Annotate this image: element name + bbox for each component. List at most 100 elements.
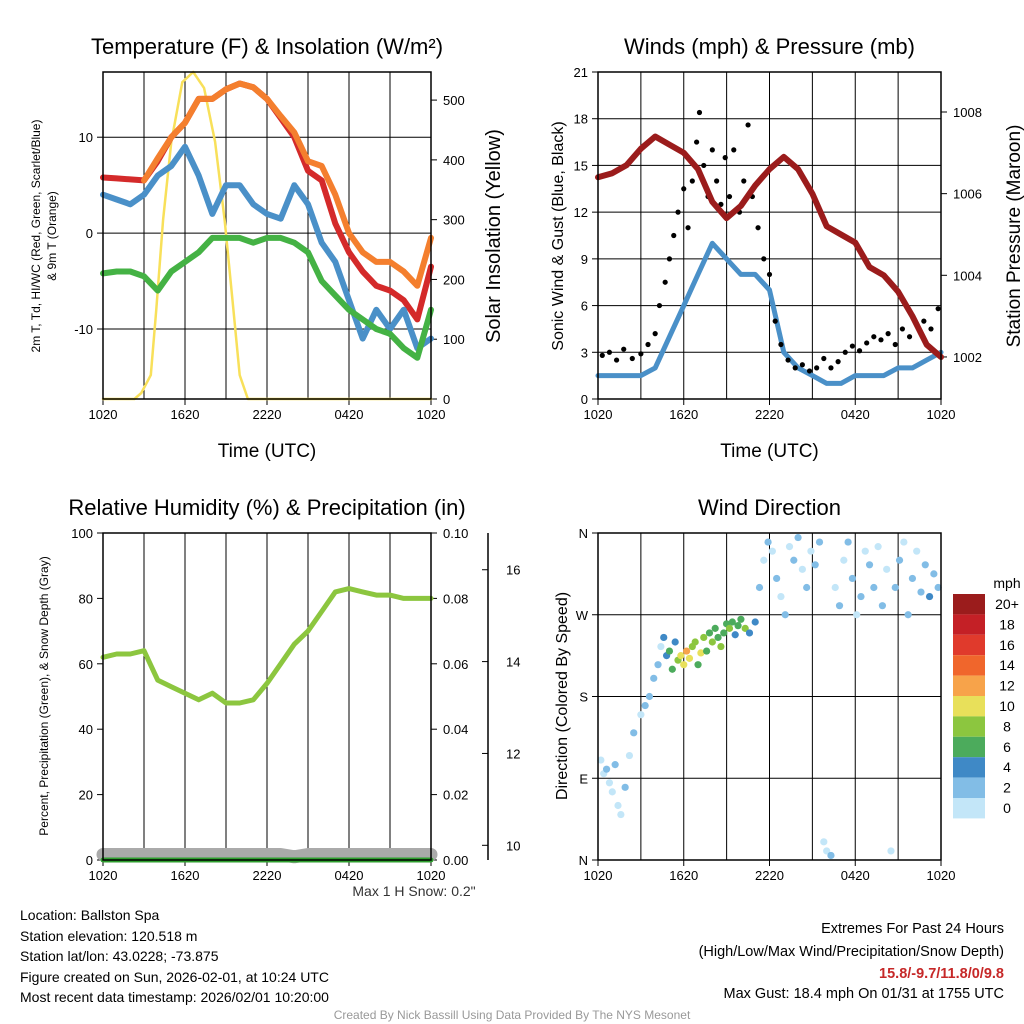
precip-axis-tick-label: 0.00 xyxy=(443,853,468,868)
legend-swatch xyxy=(953,716,985,737)
direction-point xyxy=(794,533,802,542)
direction-point xyxy=(705,629,714,637)
panel-title: Temperature (F) & Insolation (W/m²) xyxy=(91,34,443,59)
direction-point xyxy=(611,761,619,769)
direction-point xyxy=(840,556,848,564)
pressure-axis-tick-label: 1006 xyxy=(953,187,982,202)
direction-point xyxy=(811,561,819,569)
rh-axis-tick-label: 0 xyxy=(86,853,93,868)
extremes-title: Extremes For Past 24 Hours xyxy=(821,921,1004,937)
gust-point xyxy=(814,365,820,371)
legend-title: mph xyxy=(993,575,1020,591)
right-axis-label: Solar Insolation (Yellow) xyxy=(483,129,505,343)
legend-swatch xyxy=(953,736,985,758)
wind-axis-tick-label: 12 xyxy=(574,205,588,220)
direction-point xyxy=(755,583,764,592)
x-axis-label: Time (UTC) xyxy=(218,441,317,462)
right-axis-label: Station Pressure (Maroon) xyxy=(1004,125,1024,348)
x-tick-label: 1020 xyxy=(89,407,118,422)
direction-point xyxy=(697,649,705,657)
gust-point xyxy=(856,348,863,354)
x-tick-label: 1620 xyxy=(171,868,200,883)
legend-swatch xyxy=(953,798,985,819)
x-tick-label: 1020 xyxy=(89,868,118,883)
gust-point xyxy=(799,362,805,368)
recent-text: Most recent data timestamp: 2026/02/01 1… xyxy=(20,989,329,1005)
direction-point xyxy=(790,556,798,564)
direction-point xyxy=(883,565,891,573)
precip-axis-tick-label: 0.10 xyxy=(443,526,468,541)
gust-point xyxy=(745,122,751,128)
direction-point xyxy=(844,538,852,546)
wind-axis-tick-label: 21 xyxy=(574,65,588,80)
left-axis-label: Percent, Precipitation (Green), & Snow D… xyxy=(37,556,51,835)
gust-point xyxy=(761,256,767,262)
gust-point xyxy=(722,155,728,161)
insolation-axis-tick-label: 500 xyxy=(443,93,465,108)
gust-point xyxy=(656,302,663,309)
direction-point xyxy=(861,547,869,555)
gust-point xyxy=(694,139,700,145)
legend-label: 14 xyxy=(999,657,1015,673)
gust-point xyxy=(689,178,695,184)
legend-label: 10 xyxy=(999,698,1015,714)
temp-axis-tick-label: 10 xyxy=(79,130,93,145)
insolation-axis-tick-label: 400 xyxy=(443,153,465,168)
legend-label: 4 xyxy=(1003,759,1011,775)
gust-point xyxy=(696,109,703,116)
direction-point xyxy=(853,611,861,619)
direction-axis-tick-label: W xyxy=(576,608,589,623)
pressure-axis-tick-label: 1008 xyxy=(953,105,982,120)
legend-swatch xyxy=(953,777,985,798)
latlon-text: Station lat/lon: 43.0228; -73.875 xyxy=(20,948,219,964)
gust-point xyxy=(675,209,681,215)
legend-label: 2 xyxy=(1003,780,1011,796)
snow-axis-tick-label: 10 xyxy=(506,838,520,853)
direction-point xyxy=(820,838,828,846)
gust-point xyxy=(613,357,620,363)
wind-axis-tick-label: 0 xyxy=(581,392,588,407)
left-axis-label: Direction (Colored By Speed) xyxy=(554,592,571,800)
x-tick-label: 1020 xyxy=(927,868,956,883)
gust-point xyxy=(885,331,891,337)
direction-point xyxy=(823,847,831,855)
legend-label: 8 xyxy=(1003,718,1011,734)
wind-axis-tick-label: 18 xyxy=(574,112,588,127)
gust-point xyxy=(792,365,798,371)
gust-point xyxy=(828,365,834,371)
x-tick-label: 1620 xyxy=(669,407,698,422)
gust-point xyxy=(714,178,720,184)
x-axis-label: Time (UTC) xyxy=(720,441,819,462)
gust-point xyxy=(906,334,913,340)
direction-point xyxy=(685,654,694,662)
direction-point xyxy=(711,624,719,632)
direction-point xyxy=(700,633,708,642)
direction-point xyxy=(874,543,882,551)
gust-point xyxy=(928,326,934,332)
insolation-axis-tick-label: 200 xyxy=(443,272,465,287)
credit-text: Created By Nick Bassill Using Data Provi… xyxy=(333,1008,691,1022)
wind-axis-tick-label: 6 xyxy=(581,299,588,314)
legend-swatch xyxy=(953,594,985,615)
direction-point xyxy=(835,602,844,610)
panel-title: Relative Humidity (%) & Precipitation (i… xyxy=(68,495,465,520)
gust-point xyxy=(599,352,605,358)
direction-point xyxy=(605,779,614,787)
snow-axis-tick-label: 14 xyxy=(506,655,520,670)
direction-point xyxy=(768,547,776,555)
direction-point xyxy=(714,633,722,642)
gust-point xyxy=(629,355,635,362)
x-tick-label: 2220 xyxy=(253,868,282,883)
legend-swatch xyxy=(953,757,985,778)
x-tick-label: 0420 xyxy=(335,868,364,883)
direction-point xyxy=(760,556,768,564)
direction-point xyxy=(597,756,605,764)
rh-axis-tick-label: 80 xyxy=(79,591,93,606)
direction-point xyxy=(831,583,839,592)
direction-axis-tick-label: E xyxy=(579,771,588,786)
x-tick-label: 1620 xyxy=(171,407,200,422)
direction-point xyxy=(895,556,904,564)
gust-point xyxy=(935,306,941,312)
pressure-axis-tick-label: 1002 xyxy=(953,350,982,365)
legend-swatch xyxy=(953,696,985,717)
